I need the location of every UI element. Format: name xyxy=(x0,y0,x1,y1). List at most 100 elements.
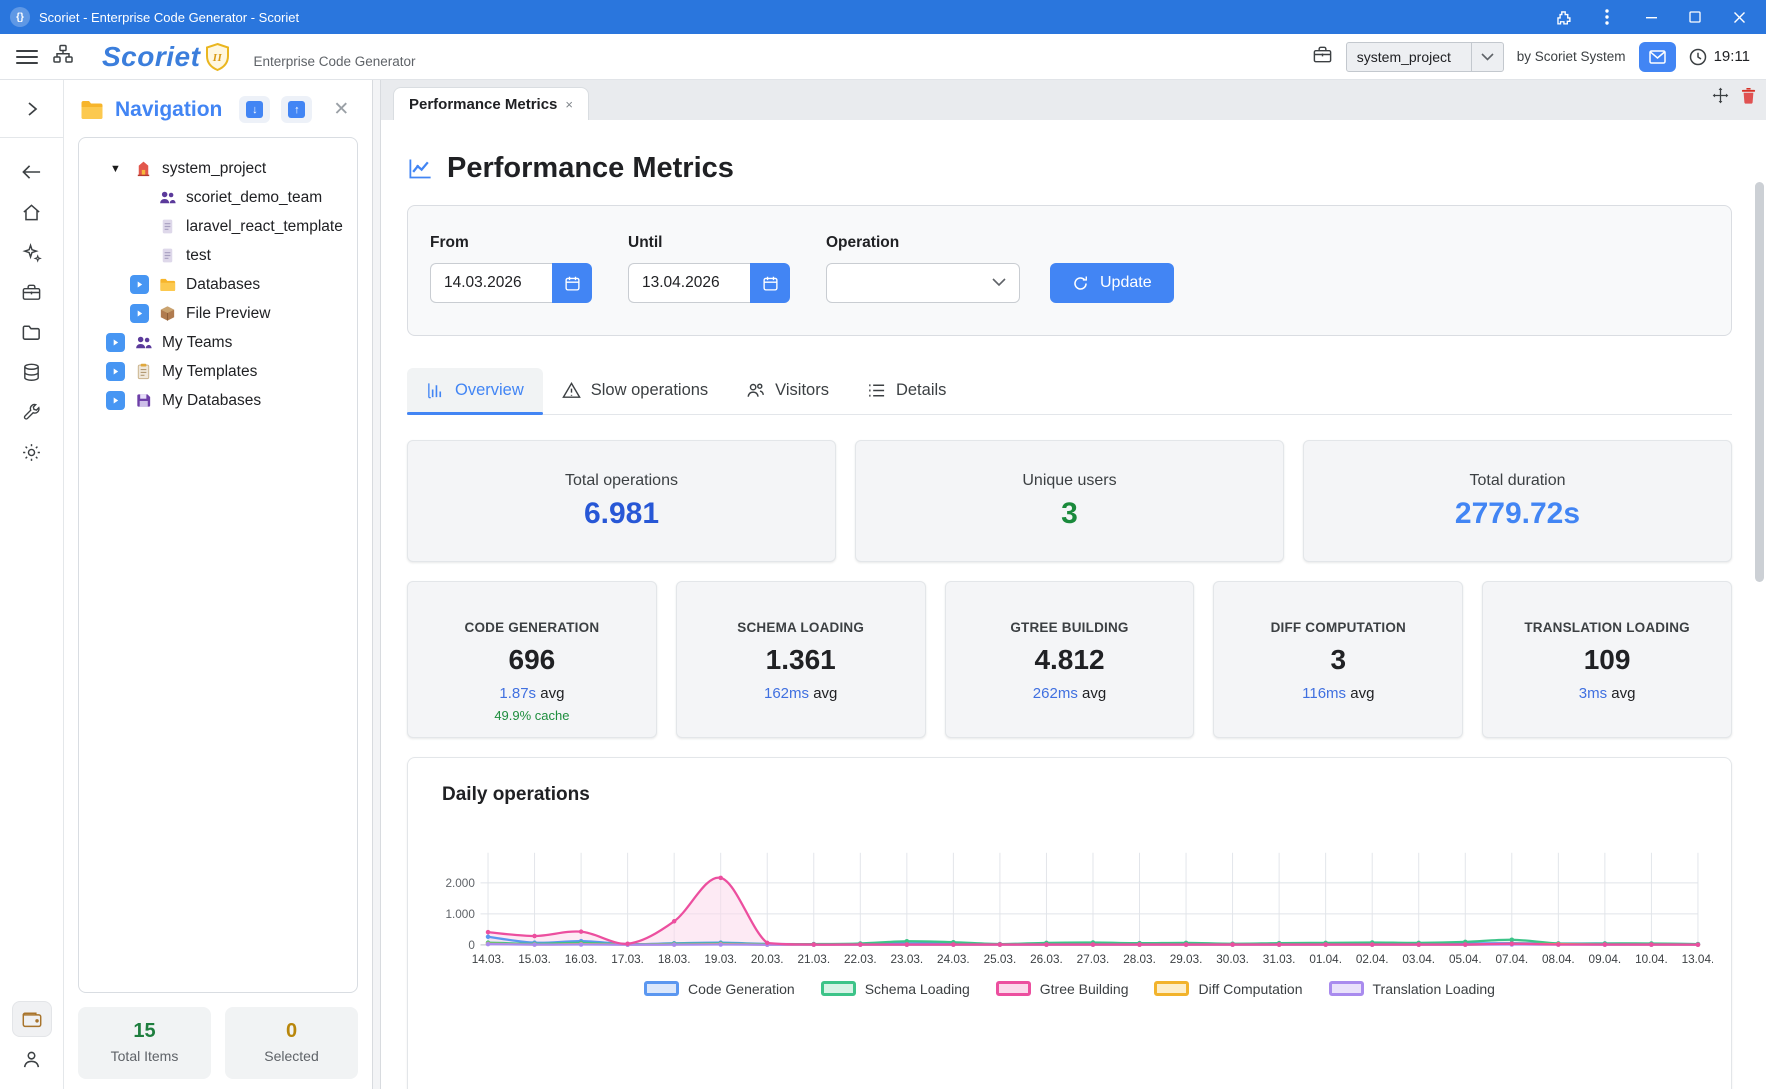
op-value: 1.361 xyxy=(677,644,925,676)
close-icon[interactable] xyxy=(1730,8,1748,26)
tree-item-my-databases[interactable]: My Databases xyxy=(89,386,347,415)
minimize-icon[interactable] xyxy=(1642,8,1660,26)
tree-item-scoriet-demo-team[interactable]: scoriet_demo_team xyxy=(89,183,347,212)
tab-label: Details xyxy=(896,381,946,400)
op-avg-suffix: avg xyxy=(1346,685,1374,702)
stat-label: Total duration xyxy=(1304,472,1731,490)
trash-icon[interactable] xyxy=(1741,87,1756,109)
files-button[interactable] xyxy=(12,314,52,350)
mail-button[interactable] xyxy=(1639,42,1676,72)
expand-panel-button[interactable] xyxy=(12,91,52,127)
maximize-icon[interactable] xyxy=(1686,8,1704,26)
collapse-caret-icon[interactable]: ▼ xyxy=(106,163,125,175)
chart-title: Daily operations xyxy=(442,784,1713,806)
ai-button[interactable] xyxy=(12,234,52,270)
expand-icon[interactable] xyxy=(106,391,125,410)
legend-swatch xyxy=(821,981,856,996)
x-tick-label: 19.03. xyxy=(704,953,737,966)
document-tabstrip: Performance Metrics × xyxy=(381,80,1766,120)
page-title: Performance Metrics xyxy=(447,152,734,185)
op-avg-suffix: avg xyxy=(536,685,564,702)
project-icon xyxy=(134,159,153,178)
scrollbar-thumb[interactable] xyxy=(1755,182,1764,582)
expand-icon[interactable] xyxy=(106,362,125,381)
settings-button[interactable] xyxy=(12,434,52,470)
data-point xyxy=(672,919,677,924)
user-button[interactable] xyxy=(12,1041,52,1077)
data-point xyxy=(486,935,491,940)
legend-label: Diff Computation xyxy=(1198,981,1302,997)
arrow-up-icon: ↑ xyxy=(288,101,305,118)
tree-item-my-templates[interactable]: My Templates xyxy=(89,357,347,386)
x-tick-label: 01.04. xyxy=(1309,953,1342,966)
data-point xyxy=(1696,942,1701,947)
tab-overview[interactable]: Overview xyxy=(407,368,543,414)
tree-item-test[interactable]: test xyxy=(89,241,347,270)
x-tick-label: 26.03. xyxy=(1030,953,1063,966)
home-button[interactable] xyxy=(12,194,52,230)
tab-details[interactable]: Details xyxy=(848,368,965,414)
update-button[interactable]: Update xyxy=(1050,263,1174,303)
template-icon xyxy=(158,246,177,265)
tree-item-laravel-react-template[interactable]: laravel_react_template xyxy=(89,212,347,241)
data-point xyxy=(1230,942,1235,947)
x-tick-label: 25.03. xyxy=(984,953,1017,966)
tab-close-icon[interactable]: × xyxy=(565,97,573,112)
sitemap-icon[interactable] xyxy=(52,43,74,70)
data-point xyxy=(1649,942,1654,947)
legend-item[interactable]: Diff Computation xyxy=(1154,981,1302,997)
extensions-icon[interactable] xyxy=(1554,8,1572,26)
tree-item-my-teams[interactable]: My Teams xyxy=(89,328,347,357)
move-layout-icon[interactable] xyxy=(1712,87,1729,109)
databases-button[interactable] xyxy=(12,354,52,390)
data-point xyxy=(1370,942,1375,947)
selected-label: Selected xyxy=(225,1048,358,1064)
project-select[interactable]: system_project xyxy=(1346,42,1504,72)
from-date-input[interactable] xyxy=(430,263,552,303)
menu-dots-icon[interactable] xyxy=(1598,8,1616,26)
close-panel-button[interactable]: ✕ xyxy=(333,98,349,121)
projects-button[interactable] xyxy=(12,274,52,310)
legend-item[interactable]: Schema Loading xyxy=(821,981,970,997)
chart-legend: Code Generation Schema Loading Gtree Build… xyxy=(426,981,1713,997)
expand-icon[interactable] xyxy=(106,333,125,352)
tree-item-file-preview[interactable]: File Preview xyxy=(89,299,347,328)
tree-item-label: laravel_react_template xyxy=(186,218,343,236)
operation-select[interactable] xyxy=(826,263,1020,303)
vertical-scrollbar[interactable] xyxy=(1755,126,1765,1085)
until-calendar-button[interactable] xyxy=(750,263,790,303)
data-point xyxy=(579,942,584,947)
window-title: Scoriet - Enterprise Code Generator - Sc… xyxy=(39,10,299,25)
panel-splitter[interactable] xyxy=(372,80,381,1089)
legend-label: Code Generation xyxy=(688,981,795,997)
selected-box: 0 Selected xyxy=(225,1007,358,1079)
tab-slow-operations[interactable]: Slow operations xyxy=(543,368,727,414)
legend-item[interactable]: Code Generation xyxy=(644,981,795,997)
x-tick-label: 20.03. xyxy=(751,953,784,966)
tools-button[interactable] xyxy=(12,394,52,430)
hamburger-menu-icon[interactable] xyxy=(16,50,38,64)
tree-item-system-project[interactable]: ▼ system_project xyxy=(89,154,347,183)
x-tick-label: 23.03. xyxy=(891,953,924,966)
wallet-button[interactable] xyxy=(12,1001,52,1037)
stat-label: Total operations xyxy=(408,472,835,490)
wallet-icon xyxy=(21,1009,43,1029)
expand-icon[interactable] xyxy=(130,304,149,323)
database-icon xyxy=(21,362,42,383)
data-point xyxy=(1510,937,1515,942)
export-button[interactable]: ↑ xyxy=(281,96,312,123)
until-date-input[interactable] xyxy=(628,263,750,303)
tab-visitors[interactable]: Visitors xyxy=(727,368,848,414)
legend-item[interactable]: Gtree Building xyxy=(996,981,1129,997)
tab-performance-metrics[interactable]: Performance Metrics × xyxy=(393,87,589,120)
back-button[interactable] xyxy=(12,154,52,190)
from-calendar-button[interactable] xyxy=(552,263,592,303)
expand-icon[interactable] xyxy=(130,275,149,294)
total-items-label: Total Items xyxy=(78,1048,211,1064)
legend-item[interactable]: Translation Loading xyxy=(1329,981,1495,997)
tree-item-databases[interactable]: Databases xyxy=(89,270,347,299)
chevron-down-icon[interactable] xyxy=(1471,43,1503,71)
summary-cards: Total operations 6.981 Unique users 3 To… xyxy=(407,440,1732,562)
import-button[interactable]: ↓ xyxy=(239,96,270,123)
unique-users-card: Unique users 3 xyxy=(855,440,1284,562)
